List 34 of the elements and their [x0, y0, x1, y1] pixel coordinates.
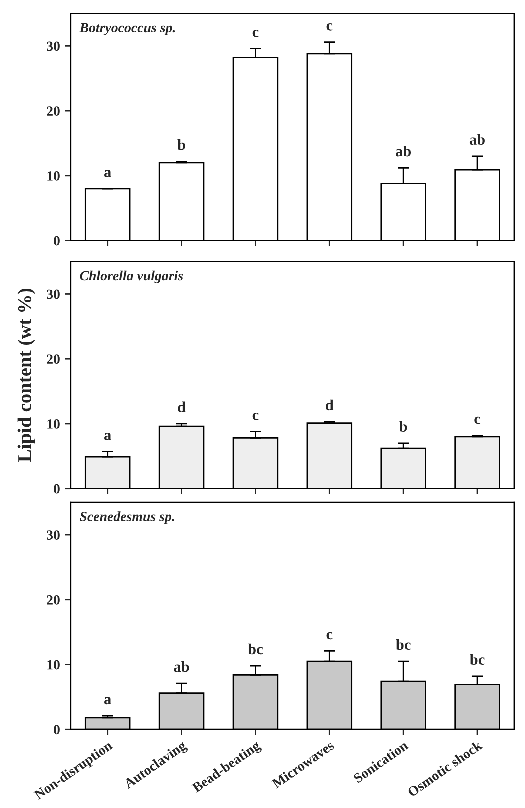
text: Chlorella vulgaris — [80, 270, 184, 284]
y-axis-title: Lipid content (wt %) — [18, 288, 36, 462]
y-tick-label: 0 — [54, 484, 60, 494]
data-label: b — [178, 139, 186, 150]
data-label: c — [252, 412, 259, 420]
data-label: c — [326, 23, 333, 31]
data-label: bc — [248, 644, 263, 655]
data-label: c — [326, 632, 333, 640]
data-label: ab — [396, 146, 412, 157]
y-tick-label: 10 — [48, 171, 60, 181]
data-label: a — [104, 433, 112, 440]
data-label: bc — [470, 654, 485, 665]
data-label: ab — [470, 134, 485, 146]
data-label: d — [178, 402, 186, 413]
data-label: b — [400, 421, 408, 432]
data-label: a — [104, 170, 112, 178]
data-label: a — [104, 697, 112, 705]
y-tick-label: 30 — [47, 290, 60, 300]
y-tick-label: 10 — [48, 660, 60, 670]
y-tick-label: 0 — [54, 725, 60, 735]
y-tick-label: 0 — [54, 236, 60, 246]
y-tick-label: 20 — [47, 106, 60, 116]
y-tick-label: 30 — [47, 530, 60, 540]
text: Botryococcus sp. — [80, 23, 176, 36]
data-label: c — [474, 416, 481, 424]
data-label: bc — [396, 639, 411, 650]
y-tick-label: 20 — [47, 354, 60, 364]
y-tick-label: 10 — [48, 420, 60, 429]
data-label: d — [326, 400, 334, 411]
data-label: c — [252, 30, 259, 38]
data-label: ab — [174, 661, 190, 672]
text: Scenedesmus sp. — [80, 512, 174, 524]
y-tick-label: 30 — [47, 42, 60, 52]
y-tick-label: 20 — [47, 595, 60, 605]
